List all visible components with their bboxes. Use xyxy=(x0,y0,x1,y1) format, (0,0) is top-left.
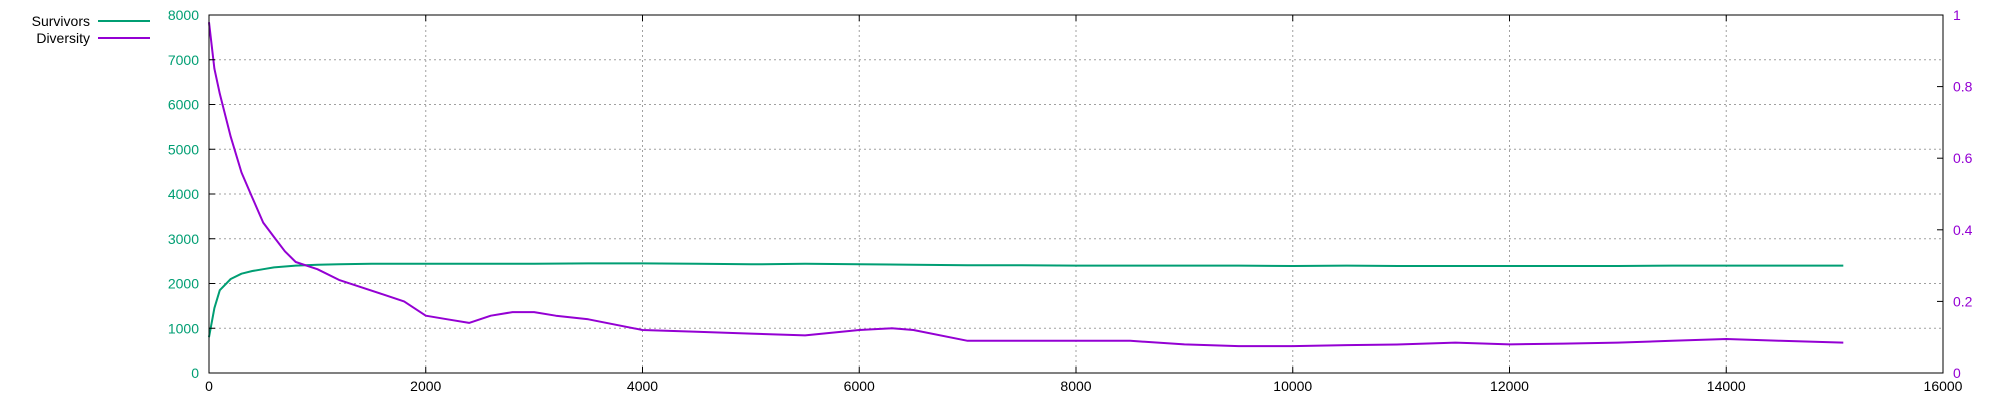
legend-swatch-survivors xyxy=(98,19,150,22)
y2-tick-label: 1 xyxy=(1953,7,1961,23)
y-tick-label: 3000 xyxy=(168,231,199,247)
legend-item-diversity: Diversity xyxy=(0,29,150,46)
legend-item-survivors: Survivors xyxy=(0,12,150,29)
grid xyxy=(209,15,1943,373)
y-tick-label: 6000 xyxy=(168,97,199,113)
y-tick-label: 4000 xyxy=(168,186,199,202)
legend: Survivors Diversity xyxy=(0,12,150,46)
x-tick-label: 16000 xyxy=(1924,378,1963,394)
axis-ticks: 0 2000 4000 6000 8000 10000 12000 14000 16000010… xyxy=(168,7,1973,394)
series-line-diversity xyxy=(208,22,1844,348)
x-tick-label: 4000 xyxy=(627,378,658,394)
series-line-survivors xyxy=(208,262,1844,338)
y-tick-label: 1000 xyxy=(168,320,199,336)
x-tick-label: 12000 xyxy=(1490,378,1529,394)
y-tick-label: 8000 xyxy=(168,7,199,23)
y-tick-label: 0 xyxy=(191,365,199,381)
x-tick-label: 6000 xyxy=(844,378,875,394)
legend-label-survivors: Survivors xyxy=(31,12,90,29)
y2-tick-label: 0.6 xyxy=(1953,150,1973,166)
x-tick-label: 14000 xyxy=(1707,378,1746,394)
legend-label-diversity: Diversity xyxy=(36,29,90,46)
y-tick-label: 5000 xyxy=(168,141,199,157)
x-tick-label: 0 xyxy=(205,378,213,394)
legend-swatch-diversity xyxy=(98,36,150,39)
x-tick-label: 2000 xyxy=(410,378,441,394)
y2-tick-label: 0 xyxy=(1953,365,1961,381)
y2-tick-label: 0.4 xyxy=(1953,222,1973,238)
y2-tick-label: 0.2 xyxy=(1953,293,1973,309)
y-tick-label: 7000 xyxy=(168,52,199,68)
x-tick-label: 8000 xyxy=(1060,378,1091,394)
x-tick-label: 10000 xyxy=(1273,378,1312,394)
y2-tick-label: 0.8 xyxy=(1953,79,1973,95)
series-layer xyxy=(208,22,1844,348)
y-tick-label: 2000 xyxy=(168,276,199,292)
